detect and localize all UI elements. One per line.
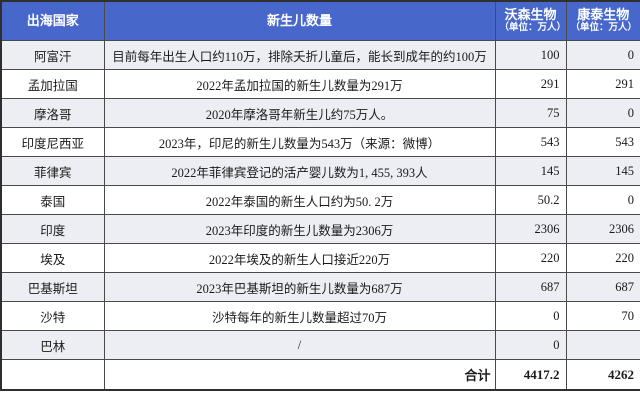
table-row-saudi: 沙特 沙特每年的新生儿数量超过70万 0 70 bbox=[0, 301, 640, 331]
header-kangtai-label: 康泰生物 bbox=[577, 7, 630, 23]
country-cell: 菲律宾 bbox=[0, 156, 105, 186]
table-row-bahrain: 巴林 / 0 bbox=[0, 330, 640, 360]
table-row-morocco: 摩洛哥 2020年摩洛哥年新生儿约75万人。 75 0 bbox=[0, 98, 640, 128]
table-row-thailand: 泰国 2022年泰国的新生人口约为50. 2万 50.2 0 bbox=[0, 185, 640, 215]
header-newborn-count-label: 新生儿数量 bbox=[266, 12, 332, 28]
header-kangtai: 康泰生物 （单位：万人） bbox=[565, 0, 640, 41]
total-row: 合计 4417.2 4262 bbox=[0, 359, 640, 391]
walvax-value-cell: 543 bbox=[494, 127, 567, 157]
header-walvax-label: 沃森生物 bbox=[504, 7, 557, 23]
table-row-india: 印度 2023年印度的新生儿数量为2306万 2306 2306 bbox=[0, 214, 640, 244]
description-cell: 2022年泰国的新生人口约为50. 2万 bbox=[103, 185, 496, 215]
header-kangtai-unit: （单位：万人） bbox=[570, 22, 638, 33]
kangtai-value-cell: 220 bbox=[565, 243, 640, 273]
kangtai-value-cell bbox=[565, 330, 640, 360]
walvax-value-cell: 100 bbox=[494, 40, 567, 70]
description-cell: 2023年，印尼的新生儿数量为543万（来源：微博） bbox=[103, 127, 496, 157]
walvax-value-cell: 2306 bbox=[494, 214, 567, 244]
country-cell: 沙特 bbox=[0, 301, 105, 331]
kangtai-value-cell: 0 bbox=[565, 98, 640, 128]
walvax-value-cell: 50.2 bbox=[494, 185, 567, 215]
kangtai-value-cell: 0 bbox=[565, 40, 640, 70]
kangtai-value-cell: 687 bbox=[565, 272, 640, 302]
walvax-value-cell: 0 bbox=[494, 301, 567, 331]
header-walvax: 沃森生物 （单位：万人） bbox=[494, 0, 567, 41]
country-cell: 孟加拉国 bbox=[0, 69, 105, 99]
newborn-export-table: 出海国家 新生儿数量 沃森生物 （单位：万人） 康泰生物 （单位：万人） 阿富汗 目… bbox=[0, 0, 640, 391]
table-row-egypt: 埃及 2022年埃及的新生人口接近220万 220 220 bbox=[0, 243, 640, 273]
country-cell: 巴基斯坦 bbox=[0, 272, 105, 302]
description-cell: / bbox=[103, 330, 496, 360]
description-cell: 2023年巴基斯坦的新生儿数量为687万 bbox=[103, 272, 496, 302]
country-cell: 摩洛哥 bbox=[0, 98, 105, 128]
header-country-label: 出海国家 bbox=[26, 12, 79, 28]
kangtai-value-cell: 291 bbox=[565, 69, 640, 99]
description-cell: 目前每年出生人口约110万，排除夭折儿童后，能长到成年的约100万 bbox=[103, 40, 496, 70]
total-kangtai-cell: 4262 bbox=[565, 359, 640, 391]
description-cell: 2023年印度的新生儿数量为2306万 bbox=[103, 214, 496, 244]
header-country: 出海国家 bbox=[0, 0, 105, 41]
kangtai-value-cell: 70 bbox=[565, 301, 640, 331]
walvax-value-cell: 687 bbox=[494, 272, 567, 302]
walvax-value-cell: 220 bbox=[494, 243, 567, 273]
kangtai-value-cell: 543 bbox=[565, 127, 640, 157]
description-cell: 2020年摩洛哥年新生儿约75万人。 bbox=[103, 98, 496, 128]
walvax-value-cell: 145 bbox=[494, 156, 567, 186]
country-cell: 泰国 bbox=[0, 185, 105, 215]
table-row-philippines: 菲律宾 2022年菲律宾登记的活产婴儿数为1, 455, 393人 145 14… bbox=[0, 156, 640, 186]
table-header: 出海国家 新生儿数量 沃森生物 （单位：万人） 康泰生物 （单位：万人） bbox=[0, 0, 640, 41]
walvax-value-cell: 75 bbox=[494, 98, 567, 128]
description-cell: 2022年埃及的新生人口接近220万 bbox=[103, 243, 496, 273]
country-cell: 阿富汗 bbox=[0, 40, 105, 70]
table-row-afghanistan: 阿富汗 目前每年出生人口约110万，排除夭折儿童后，能长到成年的约100万 10… bbox=[0, 40, 640, 70]
country-cell: 埃及 bbox=[0, 243, 105, 273]
walvax-value-cell: 291 bbox=[494, 69, 567, 99]
total-empty-cell bbox=[0, 359, 105, 391]
total-walvax-cell: 4417.2 bbox=[494, 359, 567, 391]
table-row-indonesia: 印度尼西亚 2023年，印尼的新生儿数量为543万（来源：微博） 543 543 bbox=[0, 127, 640, 157]
description-cell: 沙特每年的新生儿数量超过70万 bbox=[103, 301, 496, 331]
table-row-bangladesh: 孟加拉国 2022年孟加拉国的新生儿数量为291万 291 291 bbox=[0, 69, 640, 99]
header-walvax-unit: （单位：万人） bbox=[499, 22, 566, 33]
total-label: 合计 bbox=[103, 359, 496, 391]
table-row-pakistan: 巴基斯坦 2023年巴基斯坦的新生儿数量为687万 687 687 bbox=[0, 272, 640, 302]
walvax-value-cell: 0 bbox=[494, 330, 567, 360]
description-cell: 2022年菲律宾登记的活产婴儿数为1, 455, 393人 bbox=[103, 156, 496, 186]
kangtai-value-cell: 2306 bbox=[565, 214, 640, 244]
kangtai-value-cell: 145 bbox=[565, 156, 640, 186]
description-cell: 2022年孟加拉国的新生儿数量为291万 bbox=[103, 69, 496, 99]
header-row: 出海国家 新生儿数量 沃森生物 （单位：万人） 康泰生物 （单位：万人） bbox=[0, 0, 640, 41]
kangtai-value-cell: 0 bbox=[565, 185, 640, 215]
country-cell: 巴林 bbox=[0, 330, 105, 360]
country-cell: 印度尼西亚 bbox=[0, 127, 105, 157]
header-newborn-count: 新生儿数量 bbox=[103, 0, 496, 41]
country-cell: 印度 bbox=[0, 214, 105, 244]
